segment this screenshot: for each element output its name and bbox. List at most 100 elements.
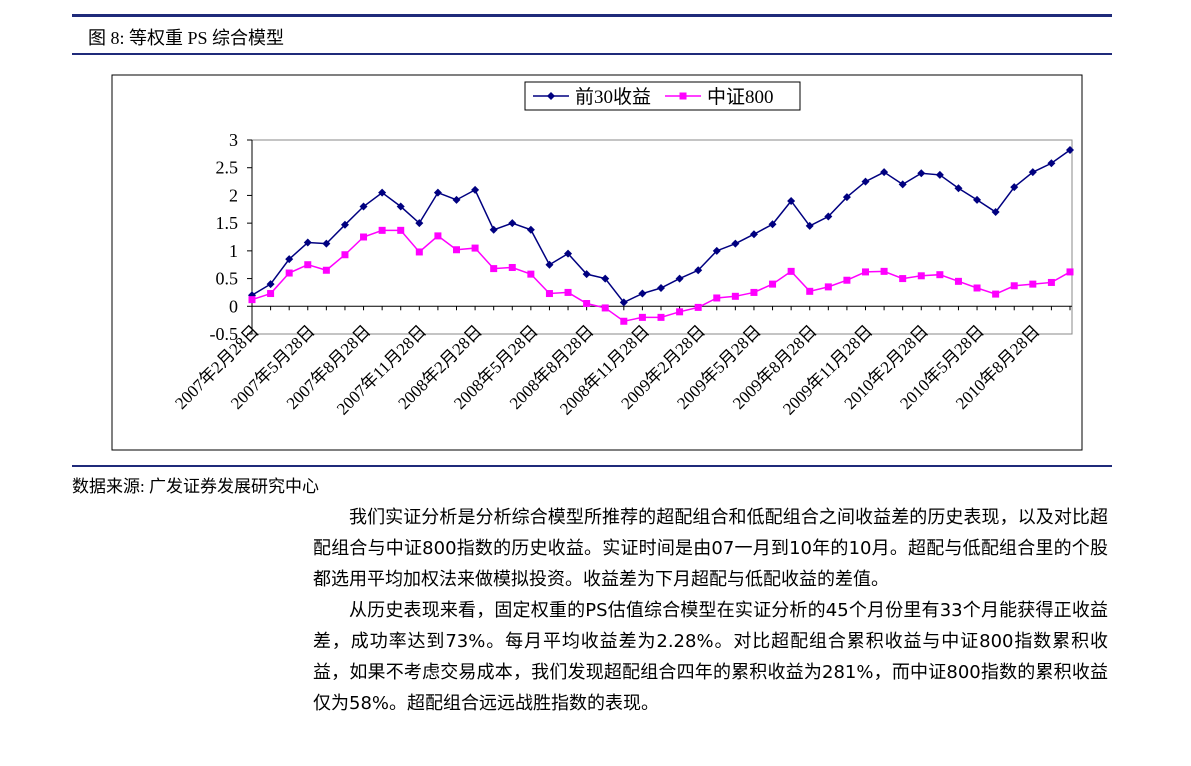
- paragraph: 我们实证分析是分析综合模型所推荐的超配组合和低配组合之间收益差的历史表现，以及对…: [313, 507, 1108, 590]
- y-tick-label: 3: [229, 130, 238, 150]
- marker: [657, 313, 665, 321]
- marker: [248, 296, 256, 304]
- marker: [304, 261, 312, 269]
- marker: [843, 276, 851, 284]
- marker: [285, 269, 293, 277]
- legend-label: 中证800: [707, 86, 774, 108]
- marker: [787, 267, 795, 275]
- marker: [769, 280, 777, 288]
- marker: [880, 267, 888, 275]
- marker: [415, 219, 424, 228]
- marker: [285, 255, 294, 264]
- marker: [564, 249, 573, 258]
- marker: [340, 220, 349, 229]
- marker: [1047, 278, 1055, 286]
- y-tick-label: 2.5: [216, 158, 239, 178]
- marker: [564, 288, 572, 296]
- marker: [545, 260, 554, 269]
- marker: [973, 195, 982, 204]
- marker: [935, 170, 944, 179]
- source: 数据来源: 广发证券发展研究中心: [72, 477, 319, 496]
- marker: [1047, 159, 1056, 168]
- marker: [1010, 183, 1019, 192]
- marker: [1029, 280, 1037, 288]
- legend-box: [524, 81, 801, 111]
- marker: [676, 308, 684, 316]
- marker: [1066, 145, 1074, 154]
- rule: [72, 14, 1112, 17]
- marker: [917, 169, 926, 178]
- marker: [471, 185, 480, 194]
- marker: [861, 177, 870, 186]
- marker: [619, 298, 628, 307]
- marker: [303, 238, 312, 247]
- marker: [694, 303, 702, 311]
- marker: [712, 246, 721, 255]
- marker: [991, 208, 1000, 217]
- marker: [675, 274, 684, 283]
- y-tick-label: 2: [229, 185, 238, 205]
- marker: [787, 196, 796, 205]
- marker: [490, 265, 498, 273]
- marker: [601, 274, 610, 283]
- marker: [954, 277, 962, 285]
- marker: [898, 180, 907, 189]
- marker: [936, 271, 944, 279]
- marker: [731, 239, 740, 248]
- marker: [378, 226, 386, 234]
- marker: [806, 287, 814, 295]
- marker: [1066, 268, 1074, 276]
- marker: [973, 284, 981, 292]
- marker: [322, 239, 331, 248]
- marker: [433, 188, 442, 197]
- marker: [547, 92, 555, 100]
- marker: [396, 202, 405, 211]
- marker: [899, 275, 907, 283]
- chart-frame: [111, 74, 1083, 451]
- marker: [992, 290, 1000, 298]
- marker: [360, 233, 368, 241]
- marker: [638, 289, 647, 298]
- y-tick-label: 1.5: [216, 213, 239, 233]
- marker: [750, 288, 758, 296]
- marker: [862, 268, 869, 276]
- y-tick-label: -0.5: [210, 324, 239, 344]
- marker: [768, 220, 777, 229]
- marker: [453, 246, 460, 254]
- marker: [378, 188, 387, 197]
- marker: [526, 225, 535, 234]
- rule: [72, 465, 1112, 467]
- marker: [638, 313, 646, 321]
- y-tick-label: 0: [229, 296, 238, 316]
- marker: [805, 221, 814, 230]
- marker: [582, 270, 591, 279]
- marker: [731, 292, 739, 300]
- figure-title: 图 8: 等权重 PS 综合模型: [88, 28, 285, 48]
- marker: [452, 195, 461, 204]
- marker: [917, 272, 925, 280]
- y-tick-label: 0.5: [216, 269, 239, 289]
- marker: [397, 226, 405, 234]
- marker: [471, 244, 479, 252]
- marker: [322, 266, 330, 274]
- marker: [657, 283, 665, 292]
- marker: [267, 290, 275, 298]
- marker: [842, 193, 851, 202]
- marker: [679, 92, 687, 100]
- marker: [1028, 168, 1037, 177]
- marker: [545, 290, 553, 298]
- marker: [266, 280, 275, 289]
- marker: [824, 283, 832, 291]
- marker: [694, 266, 703, 275]
- marker: [508, 263, 516, 271]
- marker: [341, 251, 349, 259]
- y-tick-label: 1: [229, 241, 238, 261]
- marker: [954, 184, 963, 193]
- marker: [434, 232, 442, 240]
- marker: [601, 304, 609, 312]
- marker: [583, 300, 591, 308]
- marker: [1010, 282, 1018, 290]
- marker: [415, 248, 423, 256]
